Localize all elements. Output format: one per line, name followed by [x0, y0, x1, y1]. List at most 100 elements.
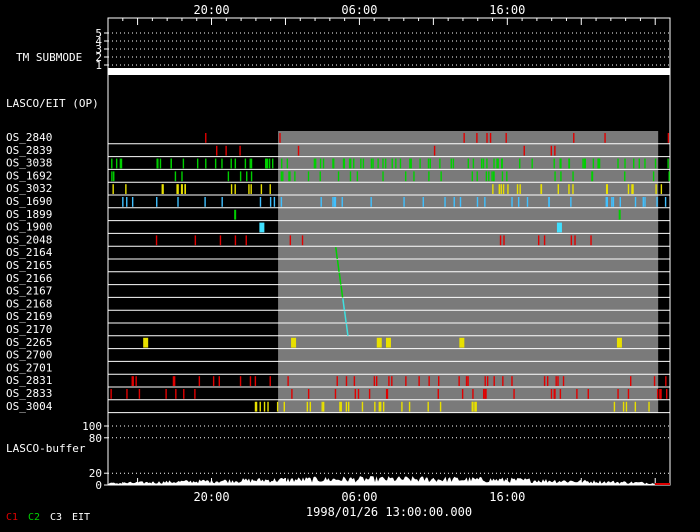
activity-mark [194, 235, 197, 246]
activity-mark [250, 158, 253, 169]
activity-mark [337, 171, 340, 182]
activity-mark [648, 401, 650, 412]
activity-mark [239, 145, 241, 156]
activity-mark [401, 401, 403, 412]
activity-mark [453, 197, 455, 207]
activity-mark [349, 158, 352, 169]
activity-mark [475, 401, 477, 412]
activity-mark [288, 171, 290, 182]
activity-mark [259, 401, 261, 412]
activity-mark [249, 376, 252, 386]
buffer-tick-label: 100 [82, 420, 102, 433]
activity-mark [437, 376, 440, 386]
legend-item: EIT [72, 512, 90, 523]
activity-mark [557, 184, 560, 194]
activity-mark [221, 158, 223, 169]
activity-mark [291, 337, 297, 348]
activity-mark [289, 171, 291, 182]
activity-mark [283, 401, 286, 412]
row-label: OS_2169 [6, 310, 52, 323]
activity-mark [165, 389, 167, 399]
activity-mark [502, 376, 504, 386]
activity-mark [560, 171, 562, 182]
activity-mark [339, 401, 341, 412]
activity-mark [205, 158, 207, 169]
bottom-axis: 20:00 06:00 16:00 [107, 478, 671, 504]
activity-mark [347, 401, 350, 412]
activity-mark [333, 197, 336, 207]
activity-mark [403, 197, 405, 207]
activity-mark [382, 171, 384, 182]
activity-mark [131, 376, 133, 386]
activity-mark [493, 376, 495, 386]
activity-mark [230, 158, 232, 169]
activity-mark [572, 171, 574, 182]
activity-mark [418, 376, 420, 386]
activity-mark [461, 389, 464, 399]
top-tick-label: 16:00 [489, 3, 525, 17]
activity-mark [553, 158, 555, 169]
buffer-fill [108, 476, 655, 485]
activity-mark [180, 184, 183, 194]
activity-mark [631, 184, 633, 194]
activity-mark [245, 235, 247, 246]
activity-mark [489, 133, 492, 143]
activity-mark [282, 171, 284, 182]
top-tick-label: 06:00 [341, 3, 377, 17]
activity-mark [204, 197, 206, 207]
activity-mark [353, 376, 356, 386]
activity-mark [205, 133, 207, 143]
activity-mark [404, 171, 407, 182]
activity-mark [463, 133, 465, 143]
activity-mark [132, 376, 134, 386]
activity-mark [644, 197, 646, 207]
activity-mark [348, 158, 351, 169]
activity-mark [333, 158, 335, 169]
activity-mark [375, 376, 378, 386]
activity-mark [334, 389, 337, 399]
activity-mark [543, 376, 546, 386]
activity-mark [113, 171, 115, 182]
activity-mark [652, 171, 655, 182]
activity-mark [162, 184, 164, 194]
row-label: OS_1692 [6, 169, 52, 182]
activity-mark [254, 376, 257, 386]
activity-mark [280, 197, 283, 207]
top-axis: 20:00 06:00 16:00 [107, 3, 671, 25]
activity-mark [619, 197, 622, 207]
activity-mark [155, 235, 158, 246]
activity-mark [474, 401, 476, 412]
activity-mark [264, 158, 267, 169]
activity-mark [409, 158, 411, 169]
activity-mark [498, 184, 501, 194]
center-time-label: 1998/01/26 13:00:00.000 [306, 505, 472, 519]
activity-mark [135, 376, 137, 386]
row-label: OS_2831 [6, 374, 52, 387]
activity-mark [644, 158, 646, 169]
activity-mark [554, 389, 556, 399]
activity-mark [559, 389, 562, 399]
activity-mark [422, 197, 424, 207]
activity-mark [234, 235, 237, 246]
activity-mark [467, 376, 469, 386]
activity-mark [666, 389, 668, 399]
activity-mark [465, 376, 468, 386]
activity-mark [550, 145, 553, 156]
tm-level-label: 2 [95, 51, 102, 64]
activity-mark [182, 158, 185, 169]
activity-mark [157, 158, 159, 169]
activity-mark [291, 389, 293, 399]
activity-mark [374, 401, 376, 412]
activity-mark [562, 376, 565, 386]
activity-mark [488, 171, 490, 182]
lasco-eit-label: LASCO/EIT (OP) [6, 97, 99, 110]
activity-mark [526, 197, 529, 207]
activity-mark [413, 171, 415, 182]
activity-mark [516, 184, 519, 194]
activity-mark [259, 197, 262, 207]
activity-mark [301, 235, 304, 246]
activity-mark [281, 158, 283, 169]
activity-mark [322, 401, 325, 412]
activity-mark [239, 376, 242, 386]
activity-mark [486, 133, 488, 143]
